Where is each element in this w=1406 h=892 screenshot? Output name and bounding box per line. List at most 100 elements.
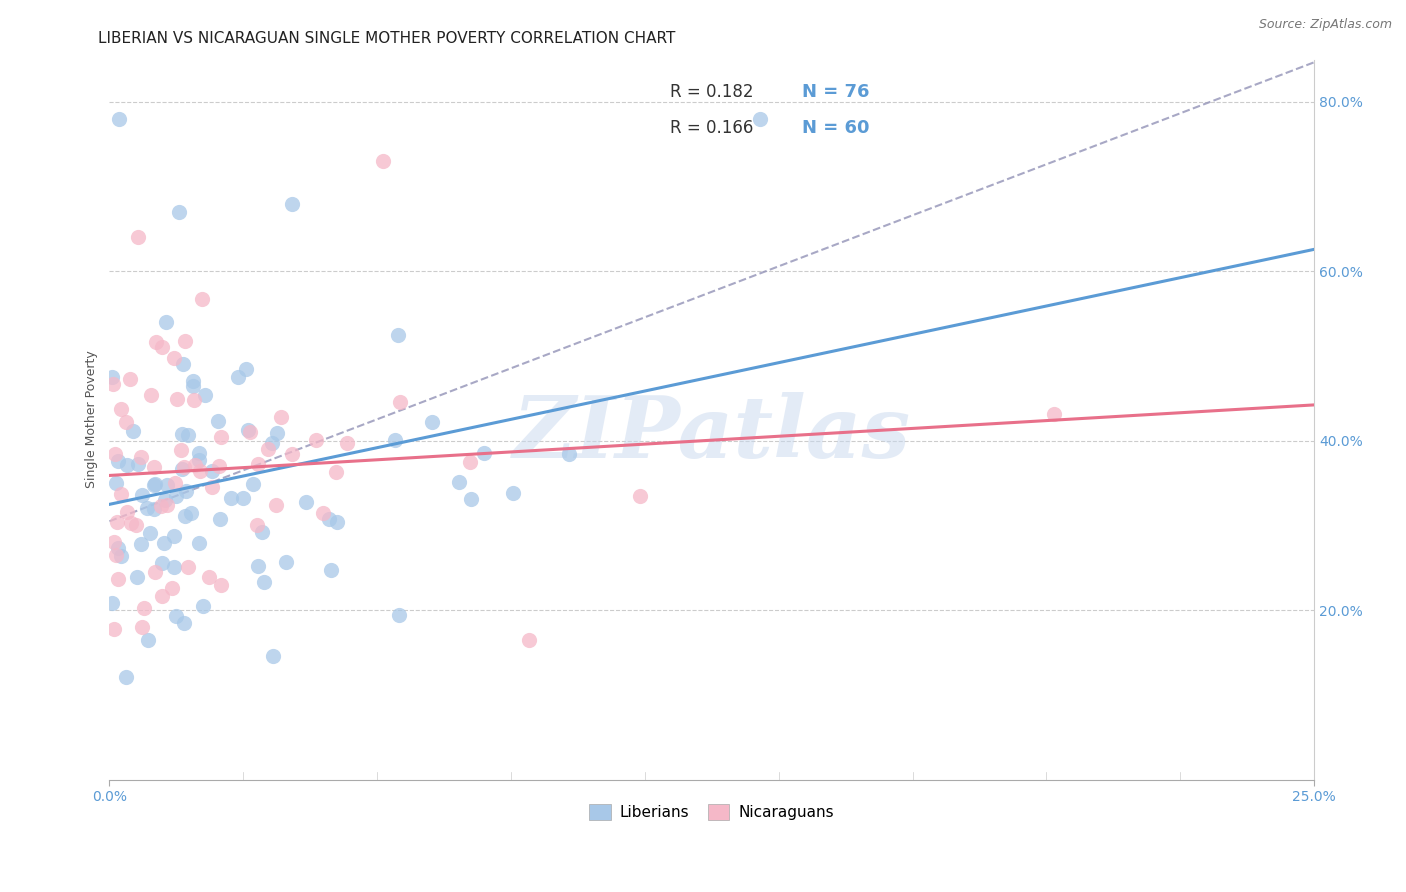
Point <box>1042 407 1064 421</box>
Point <box>232 491 254 506</box>
Point <box>749 112 772 126</box>
Point <box>460 492 482 507</box>
Point <box>318 512 340 526</box>
Point <box>163 559 186 574</box>
Point <box>247 558 270 573</box>
Point <box>387 328 409 343</box>
Point <box>150 589 173 603</box>
Point <box>264 498 287 512</box>
Point <box>101 596 124 610</box>
Point <box>447 475 470 490</box>
Point <box>118 372 141 386</box>
Point <box>131 488 153 502</box>
Point <box>187 445 209 459</box>
Point <box>384 433 406 447</box>
Text: R = 0.182: R = 0.182 <box>669 83 754 101</box>
Point <box>173 334 195 348</box>
Point <box>311 506 333 520</box>
Point <box>191 292 214 306</box>
Point <box>122 424 145 438</box>
Point <box>101 377 124 392</box>
Point <box>201 480 224 494</box>
Point <box>110 487 132 501</box>
Point <box>194 388 217 402</box>
Point <box>173 615 195 630</box>
Point <box>177 559 200 574</box>
Point <box>187 536 209 550</box>
Point <box>502 485 524 500</box>
Point <box>219 491 242 505</box>
Point <box>129 537 152 551</box>
Point <box>143 565 166 579</box>
Point <box>136 501 159 516</box>
Point <box>107 454 129 468</box>
Point <box>209 577 232 591</box>
Point <box>131 620 153 634</box>
Point <box>162 529 184 543</box>
Point <box>142 459 165 474</box>
Point <box>630 489 652 503</box>
Point <box>110 402 132 417</box>
Point <box>101 370 124 384</box>
Point <box>153 493 176 508</box>
Point <box>132 600 155 615</box>
Point <box>242 477 264 491</box>
Point <box>139 388 162 402</box>
Point <box>247 457 270 471</box>
Point <box>460 455 482 469</box>
Point <box>180 506 202 520</box>
Point <box>121 516 143 531</box>
Point <box>115 670 138 684</box>
Point <box>253 574 276 589</box>
Point <box>107 572 129 586</box>
Point <box>166 392 188 406</box>
Point <box>156 498 179 512</box>
Point <box>170 427 193 442</box>
Point <box>181 379 204 393</box>
Point <box>187 453 209 467</box>
Point <box>262 436 284 450</box>
Point <box>170 443 193 458</box>
Point <box>252 524 274 539</box>
Text: LIBERIAN VS NICARAGUAN SINGLE MOTHER POVERTY CORRELATION CHART: LIBERIAN VS NICARAGUAN SINGLE MOTHER POV… <box>98 31 676 46</box>
Point <box>325 466 347 480</box>
Point <box>167 205 190 219</box>
Point <box>183 393 205 408</box>
Point <box>127 457 149 471</box>
Point <box>139 526 162 541</box>
Point <box>246 517 269 532</box>
Point <box>281 196 304 211</box>
Point <box>110 549 132 563</box>
Point <box>155 315 177 329</box>
Point <box>108 112 131 126</box>
Point <box>228 370 250 384</box>
Point <box>142 478 165 492</box>
Point <box>274 555 297 569</box>
Point <box>236 423 259 437</box>
Point <box>235 362 257 376</box>
Point <box>270 409 292 424</box>
Point <box>388 395 411 409</box>
Point <box>294 495 316 509</box>
Point <box>153 536 176 550</box>
Point <box>191 599 214 613</box>
Point <box>142 501 165 516</box>
Point <box>105 548 128 562</box>
Point <box>115 415 138 429</box>
Point <box>256 442 278 456</box>
Point <box>103 622 125 636</box>
Point <box>472 446 495 460</box>
Point <box>150 340 173 354</box>
Text: R = 0.166: R = 0.166 <box>669 119 754 137</box>
Point <box>558 447 581 461</box>
Point <box>207 458 229 473</box>
Point <box>207 414 229 428</box>
Point <box>165 489 187 503</box>
Point <box>127 230 149 244</box>
Point <box>173 459 195 474</box>
Point <box>136 632 159 647</box>
Point <box>239 425 262 439</box>
Point <box>156 478 179 492</box>
Point <box>104 475 127 490</box>
Point <box>143 477 166 491</box>
